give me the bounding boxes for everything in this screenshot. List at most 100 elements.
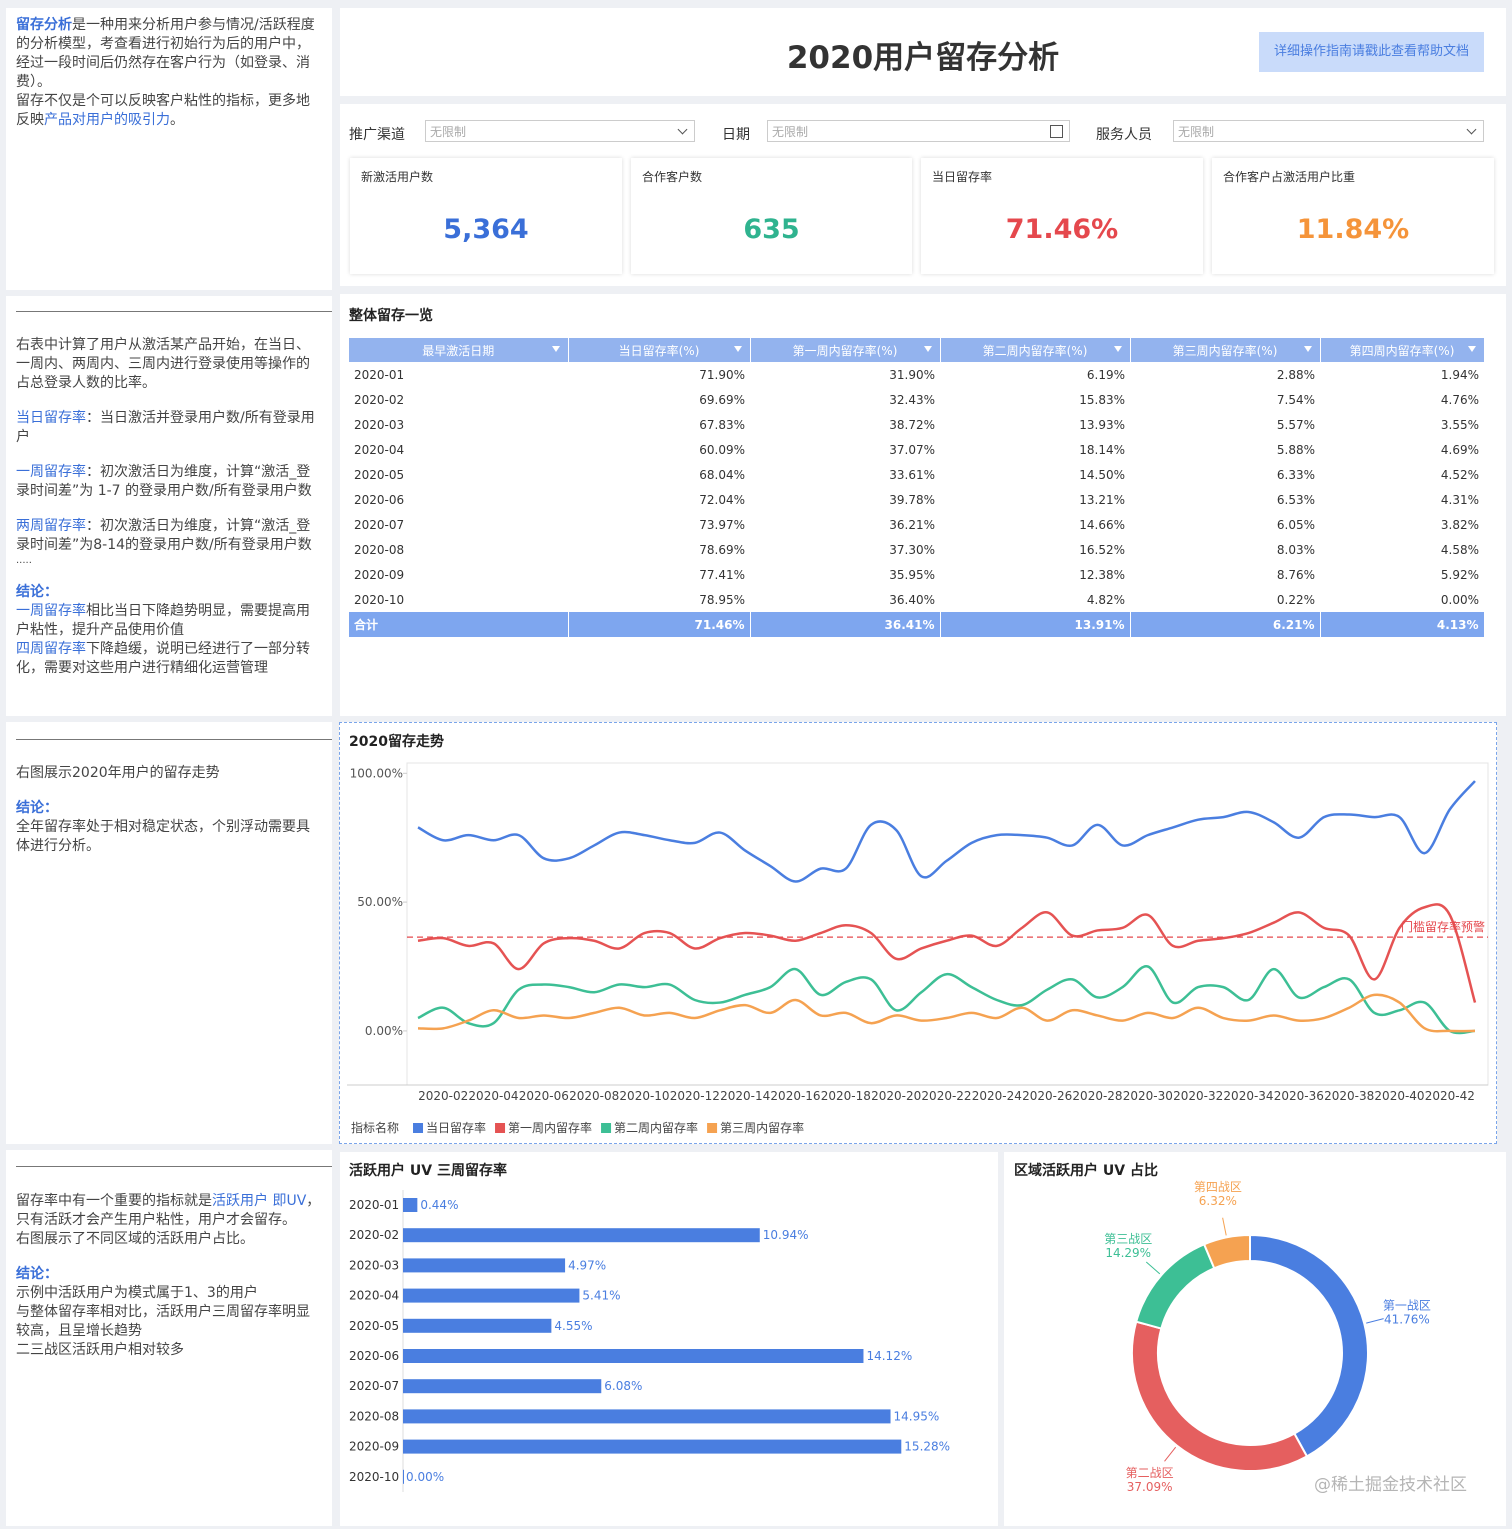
table-cell: 38.72% <box>889 417 935 432</box>
line-panel <box>339 722 1497 1144</box>
slice-value: 14.29% <box>1105 1246 1151 1260</box>
note-keyword: 一周留存率 <box>16 464 86 480</box>
note: 右图展示2020年用户的留存走势 结论： 全年留存率处于相对稳定状态，个别浮动需… <box>16 764 322 872</box>
table-cell: 69.69% <box>699 392 745 407</box>
column-header: 第三周内留存率(%) <box>1130 338 1321 362</box>
table-total-row: 合计 71.46% 36.41% 13.91% 6.21% 4.13% <box>349 612 1485 637</box>
table-row: 2020-10 78.95% 36.40% 4.82% 0.22% 0.00% <box>349 587 1484 612</box>
note-text: 全年留存率处于相对稳定状态，个别浮动需要具体进行分析。 <box>16 819 310 854</box>
x-tick-label: 2020-36 <box>1274 1089 1324 1103</box>
y-tick-label: 2020-01 <box>349 1198 399 1212</box>
line-series <box>417 965 1476 1035</box>
kpi-card: 新激活用户数 5,364 <box>350 158 622 274</box>
filter-label: 日期 <box>722 127 750 143</box>
table-cell: 78.69% <box>699 542 745 557</box>
kpi-card: 合作客户数 635 <box>631 158 912 274</box>
kpi-label: 合作客户数 <box>642 170 703 184</box>
table-cell: 6.53% <box>1276 492 1315 507</box>
note: 留存分析是一种用来分析用户参与情况/活跃程度的分析模型，考查看进行初始行为后的用… <box>16 16 322 146</box>
note-keyword: 两周留存率 <box>16 518 86 534</box>
value-label: 4.55% <box>554 1319 592 1333</box>
kpi-card: 合作客户占激活用户比重 11.84% <box>1212 158 1494 274</box>
table-cell: 2020-05 <box>354 467 405 482</box>
table-cell: 32.43% <box>889 392 935 407</box>
x-tick-label: 2020-18 <box>821 1089 871 1103</box>
table-cell: 2020-07 <box>354 517 405 532</box>
column-header: 最早激活日期 <box>349 338 569 362</box>
table-cell: 35.95% <box>889 567 935 582</box>
table-cell: 8.76% <box>1276 567 1315 582</box>
y-tick-label: 2020-09 <box>349 1440 399 1454</box>
slice-label: 第三战区 <box>1104 1232 1152 1246</box>
bar-panel <box>340 1152 998 1526</box>
filter-value: 无限制 <box>772 125 809 139</box>
total-cell: 13.91% <box>940 612 1131 637</box>
table-cell: 12.38% <box>1079 567 1125 582</box>
kpi-value: 5,364 <box>443 214 529 245</box>
table-cell: 3.82% <box>1440 517 1479 532</box>
column-header: 第四周内留存率(%) <box>1320 338 1485 362</box>
filter-select[interactable]: 无限制 <box>425 120 695 142</box>
filter-value: 无限制 <box>1178 125 1215 139</box>
note-heading: 结论： <box>16 584 58 600</box>
date-picker[interactable]: 无限制 <box>767 120 1070 142</box>
x-tick-label: 2020-06 <box>519 1089 569 1103</box>
table-cell: 2020-09 <box>354 567 405 582</box>
threshold-label: 门槛留存率预警 <box>1401 919 1485 934</box>
slice-value: 6.32% <box>1199 1194 1237 1208</box>
slice-label: 第四战区 <box>1194 1180 1242 1194</box>
y-tick-label: 2020-08 <box>349 1409 399 1423</box>
table-cell: 31.90% <box>889 367 935 382</box>
table-cell: 78.95% <box>699 592 745 607</box>
table-cell: 2020-08 <box>354 542 405 557</box>
table-cell: 73.97% <box>699 517 745 532</box>
legend-label: 第一周内留存率 <box>508 1120 592 1135</box>
legend-swatch <box>413 1123 424 1133</box>
value-label: 14.12% <box>866 1349 912 1363</box>
note-text: 二三战区活跃用户相对较多 <box>16 1342 184 1358</box>
x-tick-label: 2020-12 <box>670 1089 720 1103</box>
note-text: ：当日激活并登录用户数/所有登录用户 <box>16 410 315 445</box>
leader-line <box>1164 1446 1177 1462</box>
table-row: 2020-07 73.97% 36.21% 14.66% 6.05% 3.82% <box>349 512 1484 537</box>
help-button[interactable]: 详细操作指南请戳此查看帮助文档 <box>1259 32 1484 72</box>
filter-label: 服务人员 <box>1096 127 1152 143</box>
table-cell: 13.21% <box>1079 492 1125 507</box>
note: 右表中计算了用户从激活某产品开始，在当日、一周内、两周内、三周内进行登录使用等操… <box>16 336 322 694</box>
legend-label: 当日留存率 <box>426 1120 486 1135</box>
value-label: 4.97% <box>568 1258 606 1272</box>
value-label: 14.95% <box>894 1409 940 1423</box>
table-cell: 14.66% <box>1079 517 1125 532</box>
donut-slice <box>1131 1320 1309 1472</box>
divider <box>16 1166 332 1167</box>
x-tick-label: 2020-08 <box>569 1089 619 1103</box>
filter-select[interactable]: 无限制 <box>1173 120 1484 142</box>
x-tick-label: 2020-26 <box>1022 1089 1072 1103</box>
value-label: 15.28% <box>904 1440 950 1454</box>
x-tick-label: 2020-40 <box>1374 1089 1424 1103</box>
x-tick-label: 2020-20 <box>871 1089 921 1103</box>
table-title: 整体留存一览 <box>349 308 433 324</box>
total-cell: 6.21% <box>1130 612 1321 637</box>
value-label: 0.00% <box>406 1470 444 1484</box>
note-text: 右表中计算了用户从激活某产品开始，在当日、一周内、两周内、三周内进行登录使用等操… <box>16 337 310 391</box>
x-tick-label: 2020-16 <box>770 1089 820 1103</box>
table-row: 2020-06 72.04% 39.78% 13.21% 6.53% 4.31% <box>349 487 1484 512</box>
table-cell: 72.04% <box>699 492 745 507</box>
y-tick-label: 50.00% <box>357 895 403 909</box>
y-tick-label: 2020-07 <box>349 1379 399 1393</box>
column-header: 当日留存率(%) <box>568 338 751 362</box>
note-text: ，只有活跃才会产生用户粘性，用户才会留存。 <box>16 1193 321 1228</box>
table-cell: 14.50% <box>1079 467 1125 482</box>
total-cell: 合计 <box>349 612 569 637</box>
table-cell: 60.09% <box>699 442 745 457</box>
table-cell: 13.93% <box>1079 417 1125 432</box>
x-tick-label: 2020-02 <box>418 1089 468 1103</box>
slice-value: 37.09% <box>1127 1480 1173 1494</box>
slice-label: 第一战区 <box>1383 1299 1431 1313</box>
table-cell: 0.00% <box>1440 592 1479 607</box>
note-text: ..... <box>16 555 32 566</box>
note-keyword: 产品对用户的吸引力 <box>44 112 170 128</box>
table-cell: 4.58% <box>1440 542 1479 557</box>
